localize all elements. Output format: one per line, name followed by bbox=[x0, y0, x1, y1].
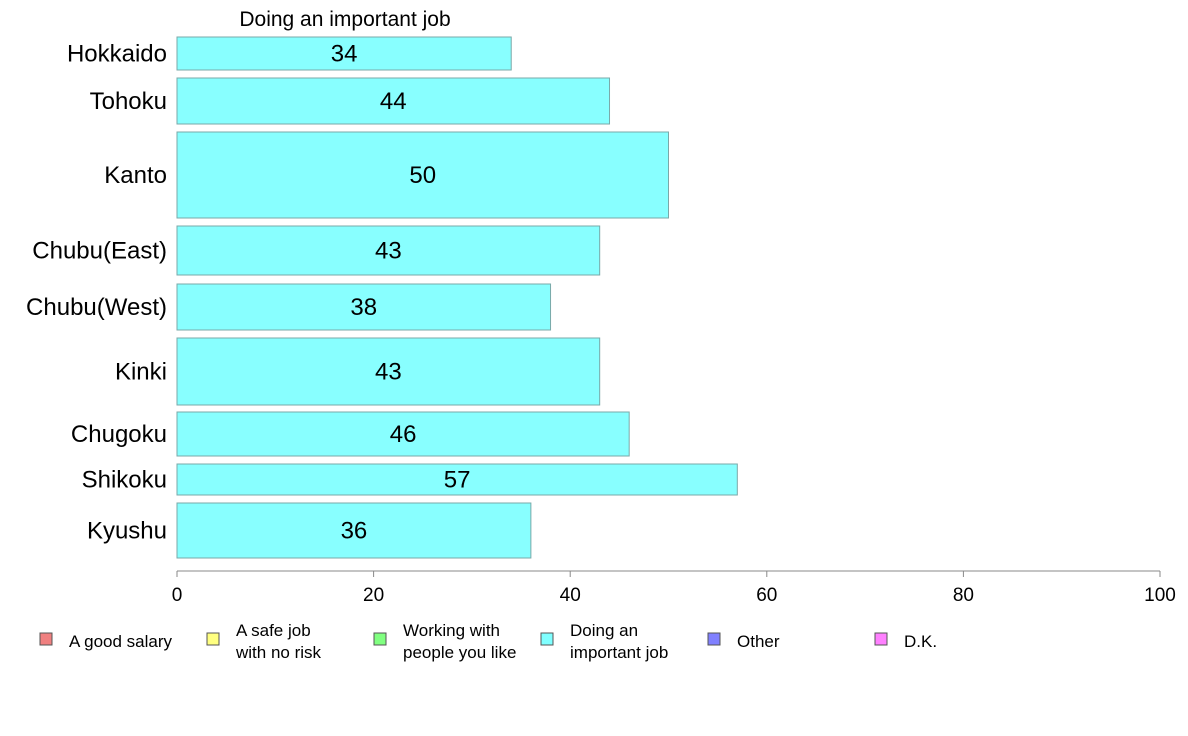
bar-shikoku bbox=[176, 463, 738, 496]
category-label: Chubu(West) bbox=[26, 294, 167, 321]
data-label: 34 bbox=[331, 41, 358, 68]
x-tick-label: 0 bbox=[172, 585, 183, 606]
bar-kinki bbox=[176, 337, 601, 406]
bar-tohoku bbox=[176, 77, 611, 125]
legend-label: A safe job with no risk bbox=[235, 621, 322, 662]
legend-label: Doing an important job bbox=[570, 621, 668, 662]
x-tick-label: 40 bbox=[560, 585, 581, 606]
x-tick-label: 60 bbox=[756, 585, 777, 606]
legend-swatch bbox=[373, 632, 387, 646]
category-label: Kyushu bbox=[87, 518, 167, 545]
bars: Hokkaido 34 Tohoku 44 Kanto 50 Chubu(East) 43 Ch… bbox=[26, 36, 738, 559]
data-label: 46 bbox=[390, 421, 417, 448]
legend-label: D.K. bbox=[904, 632, 937, 651]
category-label: Hokkaido bbox=[67, 41, 167, 68]
data-label: 57 bbox=[444, 467, 471, 494]
legend-label: Working with people you like bbox=[403, 621, 516, 662]
legend: A good salary A safe job with no risk Worki… bbox=[39, 621, 937, 662]
data-label: 43 bbox=[375, 359, 402, 386]
bar-kyushu bbox=[176, 502, 532, 559]
category-label: Chubu(East) bbox=[32, 238, 167, 265]
category-label: Chugoku bbox=[71, 421, 167, 448]
legend-swatch bbox=[540, 632, 554, 646]
x-tick-label: 80 bbox=[953, 585, 974, 606]
x-axis: 0 20 40 60 80 100 bbox=[172, 570, 1176, 606]
data-label: 38 bbox=[350, 294, 377, 321]
bar-chubu-east- bbox=[176, 225, 601, 276]
data-label: 44 bbox=[380, 88, 407, 115]
category-label: Kinki bbox=[115, 359, 167, 386]
legend-swatch bbox=[707, 632, 721, 646]
legend-swatch bbox=[39, 632, 53, 646]
data-label: 50 bbox=[409, 162, 436, 189]
chart-title: Doing an important job bbox=[239, 8, 450, 31]
legend-label: Other bbox=[737, 632, 780, 651]
bar-chubu-west- bbox=[176, 283, 552, 331]
bar-kanto bbox=[176, 131, 669, 219]
category-label: Tohoku bbox=[90, 88, 167, 115]
x-tick-label: 20 bbox=[363, 585, 384, 606]
data-label: 43 bbox=[375, 238, 402, 265]
category-label: Shikoku bbox=[82, 467, 167, 494]
data-label: 36 bbox=[341, 518, 368, 545]
legend-swatch bbox=[206, 632, 220, 646]
legend-label: A good salary bbox=[69, 632, 173, 651]
x-tick-label: 100 bbox=[1144, 585, 1176, 606]
category-label: Kanto bbox=[104, 162, 167, 189]
bar-chugoku bbox=[176, 411, 630, 457]
legend-swatch bbox=[874, 632, 888, 646]
bar-hokkaido bbox=[176, 36, 512, 71]
